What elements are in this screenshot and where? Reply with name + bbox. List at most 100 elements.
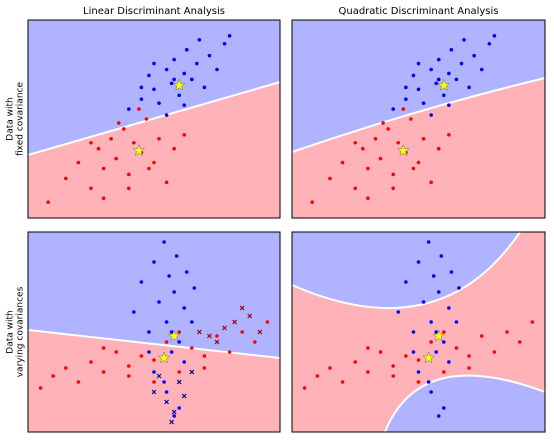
point <box>127 107 131 111</box>
point <box>378 350 383 354</box>
point <box>416 87 421 92</box>
point <box>361 146 365 151</box>
point <box>436 290 441 294</box>
point <box>189 369 195 375</box>
point <box>454 346 459 350</box>
point <box>447 360 451 364</box>
point <box>202 366 207 370</box>
point <box>46 200 50 204</box>
point <box>202 354 207 358</box>
point <box>152 380 156 384</box>
point <box>172 414 176 418</box>
point <box>366 196 370 200</box>
point <box>196 329 202 335</box>
point <box>101 346 106 350</box>
row-label: varying covariances <box>16 286 26 377</box>
point <box>116 121 121 125</box>
point <box>310 200 315 204</box>
point <box>416 160 421 165</box>
point <box>172 57 176 62</box>
point <box>89 186 93 191</box>
point <box>391 172 396 177</box>
point <box>152 87 156 92</box>
point <box>447 103 451 107</box>
point <box>227 34 232 38</box>
point <box>253 340 257 344</box>
point <box>426 240 431 244</box>
point <box>479 334 484 338</box>
class-mean <box>132 144 146 157</box>
point <box>232 319 238 325</box>
point <box>164 340 169 344</box>
point <box>96 146 101 151</box>
point <box>169 419 175 425</box>
point <box>442 330 446 334</box>
point <box>177 340 181 344</box>
point <box>467 354 471 358</box>
point <box>447 71 451 76</box>
point <box>411 350 416 354</box>
panel-title: Quadratic Discriminant Analysis <box>339 6 499 17</box>
point <box>157 137 161 141</box>
point <box>127 186 131 191</box>
point <box>467 366 471 370</box>
point <box>182 103 187 107</box>
point <box>421 101 426 105</box>
point <box>195 61 199 66</box>
point <box>396 140 401 145</box>
point <box>172 290 176 294</box>
point <box>169 81 174 86</box>
point <box>156 373 162 379</box>
point <box>169 330 174 334</box>
point <box>109 137 113 141</box>
point <box>366 370 370 374</box>
point <box>164 180 169 185</box>
point <box>121 127 126 131</box>
point <box>429 390 433 394</box>
point <box>76 160 81 165</box>
row-label: Data with <box>6 310 16 353</box>
panel-background <box>291 231 546 433</box>
point <box>172 77 176 82</box>
panel-background <box>27 232 281 432</box>
point <box>239 305 245 311</box>
point <box>177 370 181 374</box>
point <box>487 41 492 46</box>
point <box>152 260 156 264</box>
point <box>101 166 106 171</box>
point <box>64 176 68 181</box>
point <box>152 370 156 374</box>
point <box>127 172 131 177</box>
point <box>265 320 270 324</box>
class-mean <box>437 78 451 91</box>
point <box>429 340 433 344</box>
point <box>457 286 461 290</box>
point <box>147 330 151 334</box>
point <box>467 85 471 90</box>
class-mean <box>422 351 435 364</box>
row-label: fixed covariance <box>16 82 26 156</box>
point <box>436 57 441 62</box>
point <box>147 73 151 78</box>
point <box>421 137 426 141</box>
point <box>429 113 433 117</box>
point <box>177 330 181 334</box>
point <box>182 133 187 137</box>
class-mean <box>157 351 171 364</box>
point <box>101 196 106 200</box>
point <box>328 366 332 370</box>
point <box>169 350 174 354</box>
point <box>411 73 416 78</box>
point <box>139 85 144 90</box>
point <box>202 85 207 90</box>
point <box>373 137 378 141</box>
point <box>429 180 433 185</box>
point <box>429 67 433 72</box>
point <box>164 320 169 324</box>
point <box>353 140 358 145</box>
point <box>353 360 358 364</box>
point <box>132 140 136 145</box>
point <box>64 366 68 370</box>
point <box>434 350 439 354</box>
point <box>89 360 93 364</box>
